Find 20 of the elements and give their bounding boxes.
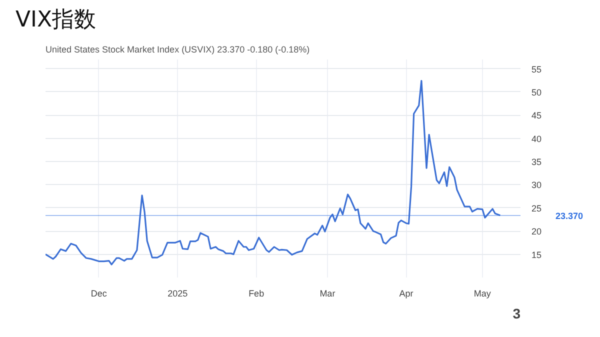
x-tick-label: Mar [320, 288, 336, 298]
y-tick-label: 50 [532, 87, 542, 98]
y-tick-label: 30 [532, 180, 542, 190]
x-tick-label: Dec [90, 288, 108, 298]
line-series [46, 80, 501, 266]
x-tick-label: 2025 [168, 288, 188, 298]
y-tick-label: 20 [532, 226, 542, 237]
y-tick-label: 40 [532, 134, 542, 144]
y-tick-label: 35 [532, 157, 542, 168]
chart-subtitle: United States Stock Market Index (USVIX) 23.370 -0.180 (-0.18%) [46, 44, 310, 54]
ref-line-label: 23.370 [556, 210, 584, 221]
text: 3 [512, 306, 521, 322]
y-tick-label: 55 [532, 64, 542, 74]
x-tick-label: Feb [248, 288, 264, 298]
x-tick-label: May [474, 288, 492, 298]
y-tick-label: 45 [532, 110, 542, 121]
y-tick-label: 15 [532, 250, 542, 260]
y-tick-label: 25 [532, 203, 542, 214]
x-tick-label: Apr [399, 288, 414, 298]
chart-title: VIX指数 [16, 8, 96, 32]
